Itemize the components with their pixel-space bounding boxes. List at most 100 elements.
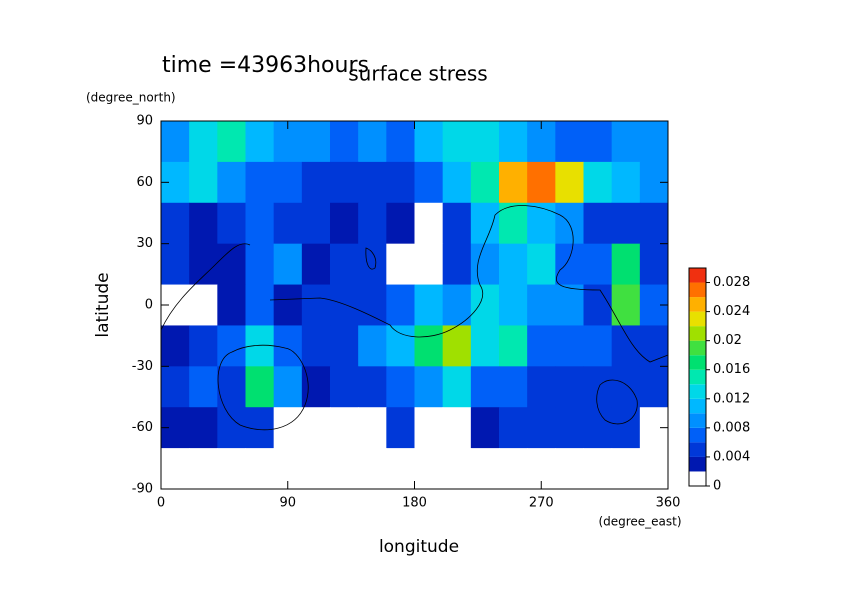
field-cell — [442, 121, 472, 163]
field-cell — [470, 161, 500, 204]
x-tick-label: 0 — [157, 496, 165, 511]
field-cell — [583, 366, 613, 408]
x-units: (degree_east) — [598, 515, 681, 529]
colorbar-swatch — [689, 384, 706, 399]
field-cell — [358, 448, 387, 490]
colorbar-swatch — [689, 326, 706, 341]
field-cell — [386, 202, 415, 245]
field-cell — [273, 284, 303, 326]
field-cell — [527, 366, 556, 408]
field-cell — [470, 243, 500, 286]
field-cell — [442, 284, 472, 326]
field-cell — [499, 284, 528, 326]
field-cell — [499, 243, 528, 286]
field-cell — [470, 202, 500, 245]
field-cell — [189, 121, 218, 163]
field-cell — [470, 325, 500, 367]
field-cell — [555, 407, 584, 449]
field-cell — [555, 202, 584, 245]
x-tick-label: 360 — [656, 496, 681, 511]
field-cell — [161, 121, 190, 163]
field-cell — [442, 161, 472, 204]
field-cell — [358, 202, 387, 245]
colorbar-swatch — [689, 355, 706, 370]
field-cell — [555, 284, 584, 326]
field-cell — [189, 161, 218, 204]
field-cell — [555, 121, 584, 163]
field-cell — [217, 448, 246, 490]
field-cell — [555, 243, 584, 286]
field-cell — [499, 448, 528, 490]
colorbar-swatch — [689, 413, 706, 428]
y-tick-label: 60 — [136, 175, 153, 190]
colorbar-swatch — [689, 282, 706, 298]
field-cell — [499, 407, 528, 449]
field-cell — [245, 243, 275, 286]
field-cell — [245, 284, 275, 326]
field-cell — [611, 202, 641, 245]
field-cell — [358, 243, 387, 286]
field-cell — [583, 161, 613, 204]
colorbar-swatch — [689, 268, 706, 283]
field-cell — [583, 121, 613, 163]
field-cell — [386, 325, 415, 367]
y-tick-label: -60 — [132, 420, 153, 435]
field-cell — [442, 407, 472, 449]
colorbar-tick-label: 0.016 — [713, 362, 750, 377]
x-tick-label: 180 — [402, 496, 427, 511]
field-cell — [217, 325, 246, 367]
field-cell — [330, 407, 359, 449]
colorbar-swatch — [689, 297, 706, 312]
field-cell — [611, 121, 641, 163]
field-cell — [470, 121, 500, 163]
field-cell — [611, 284, 641, 326]
field-cell — [161, 325, 190, 367]
field-cell — [442, 202, 472, 245]
field-cell — [470, 366, 500, 408]
field-cell — [611, 448, 641, 490]
field-cell — [583, 448, 613, 490]
field-cell — [330, 161, 359, 204]
field-cell — [555, 161, 584, 204]
field-cell — [217, 243, 246, 286]
colorbar-tick-label: 0.004 — [713, 449, 750, 464]
field-cell — [611, 161, 641, 204]
field-cell — [414, 448, 444, 490]
colorbar-swatch — [689, 340, 706, 356]
field-cell — [358, 161, 387, 204]
field-cell — [386, 366, 415, 408]
field-cell — [217, 202, 246, 245]
field-cell — [386, 243, 415, 286]
field-cell — [611, 243, 641, 286]
field-cell — [499, 121, 528, 163]
colorbar-swatch — [689, 398, 706, 414]
field-cell — [358, 284, 387, 326]
field-cell — [470, 284, 500, 326]
field-cell — [639, 121, 669, 163]
field-cell — [245, 121, 275, 163]
field-cell — [414, 121, 444, 163]
field-cell — [189, 325, 218, 367]
field-cell — [527, 243, 556, 286]
field-cell — [161, 366, 190, 408]
y-tick-label: 30 — [136, 236, 153, 251]
colorbar-swatch — [689, 471, 706, 486]
field-cell — [330, 243, 359, 286]
field-cell — [189, 243, 218, 286]
colorbar-tick-label: 0.02 — [713, 333, 742, 348]
field-cell — [245, 161, 275, 204]
field-cell — [470, 448, 500, 490]
field-cell — [499, 202, 528, 245]
field-cell — [527, 284, 556, 326]
field-cell — [189, 448, 218, 490]
field-cell — [161, 243, 190, 286]
field-cell — [639, 325, 669, 367]
y-tick-label: 90 — [136, 114, 153, 129]
field-cell — [301, 284, 331, 326]
field-cell — [414, 325, 444, 367]
field-cell — [273, 366, 303, 408]
field-cell — [583, 284, 613, 326]
field-cell — [301, 161, 331, 204]
field-cell — [414, 366, 444, 408]
